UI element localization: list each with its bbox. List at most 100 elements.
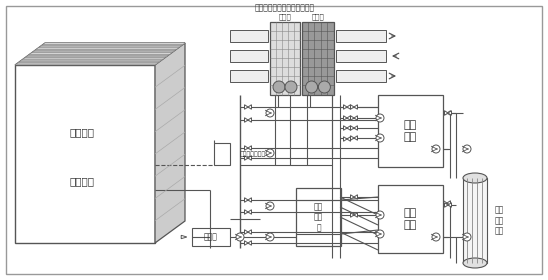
Polygon shape <box>248 230 252 234</box>
Text: 地下
换热
盘管: 地下 换热 盘管 <box>495 206 504 235</box>
Polygon shape <box>244 210 248 214</box>
Circle shape <box>266 109 274 117</box>
Circle shape <box>376 134 384 142</box>
Bar <box>270 22 300 95</box>
Text: 室内房间: 室内房间 <box>70 176 95 186</box>
Polygon shape <box>351 136 354 140</box>
Text: 露点保护温控器: 露点保护温控器 <box>240 151 266 157</box>
Circle shape <box>463 233 471 241</box>
Text: 低温
机组: 低温 机组 <box>404 120 417 142</box>
Circle shape <box>432 145 440 153</box>
Polygon shape <box>354 116 357 120</box>
Circle shape <box>285 81 297 93</box>
Polygon shape <box>248 198 252 202</box>
Bar <box>378 185 443 253</box>
Polygon shape <box>42 44 184 45</box>
Polygon shape <box>244 156 248 160</box>
Polygon shape <box>40 45 182 47</box>
Bar <box>336 30 386 42</box>
Polygon shape <box>20 60 162 61</box>
Polygon shape <box>354 105 357 109</box>
Bar <box>302 22 334 95</box>
Bar <box>336 70 386 82</box>
Bar <box>230 50 268 62</box>
Bar <box>378 95 443 167</box>
Polygon shape <box>351 105 354 109</box>
Polygon shape <box>248 105 252 109</box>
Circle shape <box>266 202 274 210</box>
Polygon shape <box>351 116 354 120</box>
Polygon shape <box>155 43 185 243</box>
Polygon shape <box>15 64 157 65</box>
Polygon shape <box>18 61 160 62</box>
Polygon shape <box>347 116 351 120</box>
Polygon shape <box>30 53 172 54</box>
Polygon shape <box>347 126 351 130</box>
Text: 分水器: 分水器 <box>204 232 218 241</box>
Polygon shape <box>248 241 252 245</box>
Polygon shape <box>344 116 347 120</box>
Polygon shape <box>27 55 168 57</box>
Polygon shape <box>244 241 248 245</box>
Circle shape <box>376 230 384 238</box>
Polygon shape <box>444 111 448 115</box>
Polygon shape <box>244 198 248 202</box>
Circle shape <box>273 81 285 93</box>
Polygon shape <box>351 213 354 217</box>
Polygon shape <box>181 235 187 239</box>
Polygon shape <box>447 201 450 205</box>
Bar <box>230 70 268 82</box>
Polygon shape <box>444 203 448 207</box>
Text: 毛细管网: 毛细管网 <box>70 128 95 138</box>
Polygon shape <box>354 126 357 130</box>
Polygon shape <box>248 146 252 150</box>
Polygon shape <box>244 105 248 109</box>
Bar <box>214 143 230 165</box>
Polygon shape <box>248 118 252 122</box>
Circle shape <box>306 81 318 93</box>
Polygon shape <box>344 105 347 109</box>
Polygon shape <box>244 230 248 234</box>
Polygon shape <box>244 146 248 150</box>
Polygon shape <box>33 50 175 52</box>
Circle shape <box>376 211 384 219</box>
Polygon shape <box>32 52 173 53</box>
Polygon shape <box>344 126 347 130</box>
Bar <box>296 188 341 246</box>
Bar <box>336 50 386 62</box>
Polygon shape <box>347 105 351 109</box>
Polygon shape <box>354 213 357 217</box>
Polygon shape <box>344 137 347 141</box>
Polygon shape <box>38 47 180 48</box>
Ellipse shape <box>463 258 487 268</box>
Polygon shape <box>448 111 452 115</box>
Polygon shape <box>16 62 158 64</box>
Text: 高温
机组: 高温 机组 <box>404 208 417 230</box>
Polygon shape <box>22 59 163 60</box>
Text: 再热段: 再热段 <box>278 14 292 20</box>
Polygon shape <box>347 137 351 141</box>
Text: 冷却段: 冷却段 <box>312 14 324 20</box>
Ellipse shape <box>463 173 487 183</box>
Circle shape <box>236 233 244 241</box>
Polygon shape <box>28 54 170 55</box>
Polygon shape <box>351 195 354 199</box>
Polygon shape <box>37 48 178 49</box>
Text: 带热回收的新风冷凝除湿机组: 带热回收的新风冷凝除湿机组 <box>255 4 315 13</box>
Circle shape <box>266 149 274 157</box>
Polygon shape <box>443 201 447 205</box>
Polygon shape <box>351 126 354 130</box>
Circle shape <box>432 233 440 241</box>
Polygon shape <box>43 43 185 44</box>
Polygon shape <box>35 49 176 50</box>
Bar <box>15 65 155 243</box>
Polygon shape <box>24 58 165 59</box>
Polygon shape <box>354 136 357 140</box>
Polygon shape <box>248 156 252 160</box>
Text: 板式
换热
器: 板式 换热 器 <box>314 202 323 232</box>
Polygon shape <box>244 118 248 122</box>
Circle shape <box>318 81 330 93</box>
Bar <box>230 30 268 42</box>
Circle shape <box>376 114 384 122</box>
Polygon shape <box>25 57 167 58</box>
